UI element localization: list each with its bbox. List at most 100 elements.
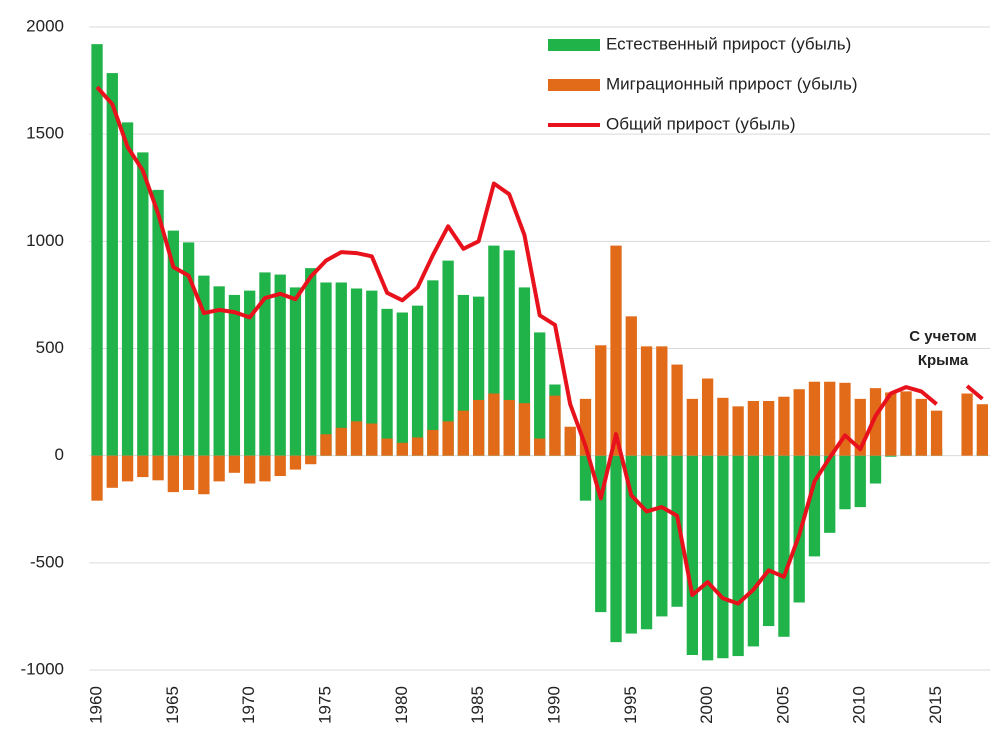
bar [182,242,195,456]
bar [701,455,714,661]
x-tick-label: 1995 [621,686,640,724]
bar [610,455,622,643]
bar [366,423,378,456]
bar [366,290,378,456]
bar [488,393,500,456]
bar [259,272,271,456]
bar [900,391,912,456]
bar [579,455,592,501]
bar [198,275,210,456]
bar [625,316,637,456]
bar [198,455,210,495]
bar [167,455,180,493]
y-tick-label: 2000 [26,16,64,35]
bar [747,401,760,456]
bar [778,455,790,637]
bar [152,189,164,456]
bar [91,455,103,501]
bar [503,250,515,456]
bar [640,455,653,630]
bar [732,406,744,456]
legend-marker [548,79,600,91]
bar [320,434,332,456]
annotation: Крыма [918,352,969,369]
bar [717,397,729,456]
legend-marker [548,39,600,51]
legend-label: Миграционный прирост (убыль) [606,74,858,93]
bar [534,438,546,456]
bar [885,455,897,457]
bar [167,230,180,456]
bar [824,455,836,533]
bar [228,455,241,473]
bar [564,426,576,456]
bar [427,280,439,456]
bar [671,455,683,607]
bar [625,455,637,634]
bar [793,389,805,456]
bar [106,73,118,456]
annotation: С учетом [909,328,976,345]
bar [472,296,485,456]
bar [518,403,531,456]
bar [289,287,302,456]
bar [274,274,286,456]
bar [808,455,821,557]
bar [411,305,424,456]
bar [396,442,408,456]
bar [457,410,470,456]
bar [824,381,836,456]
bar [854,398,866,456]
bar [686,455,698,655]
bar [259,455,271,482]
bar [305,455,317,465]
legend-label: Естественный прирост (убыль) [606,34,851,53]
bar [213,455,225,482]
x-tick-label: 1970 [239,686,258,724]
bar [442,260,454,456]
bar [656,346,668,456]
bar [381,308,393,456]
bar [91,44,103,456]
bar [656,455,668,617]
bar [961,393,973,456]
bar [763,401,775,456]
legend-label: Общий прирост (убыль) [606,114,795,133]
bar [106,455,118,488]
bar [808,381,821,456]
bar [671,364,683,456]
bar [121,122,134,456]
bar [244,455,256,484]
bar [839,382,851,456]
bar [335,427,347,456]
bar [701,378,714,456]
bar [137,455,149,478]
bar [427,429,439,456]
bar [610,245,622,456]
bar [518,287,531,456]
bar [396,312,408,456]
y-tick-label: 1000 [26,231,64,250]
bar [885,392,897,456]
bar [686,398,698,456]
bar [717,455,729,659]
bar [320,282,332,456]
x-tick-label: 1960 [87,686,106,724]
x-tick-label: 2010 [850,686,869,724]
x-tick-label: 1980 [392,686,411,724]
bar [732,455,744,657]
bar [869,455,882,484]
bar [595,455,607,613]
y-tick-label: 500 [36,338,64,357]
bar [335,282,347,456]
bar [595,345,607,456]
bar [305,268,317,456]
y-tick-label: 0 [55,445,64,464]
y-tick-label: -500 [30,552,64,571]
bar [213,286,225,456]
bar [457,294,470,456]
bar [869,388,882,456]
x-tick-label: 2015 [926,686,945,724]
bar [350,288,363,456]
x-tick-label: 1990 [544,686,563,724]
